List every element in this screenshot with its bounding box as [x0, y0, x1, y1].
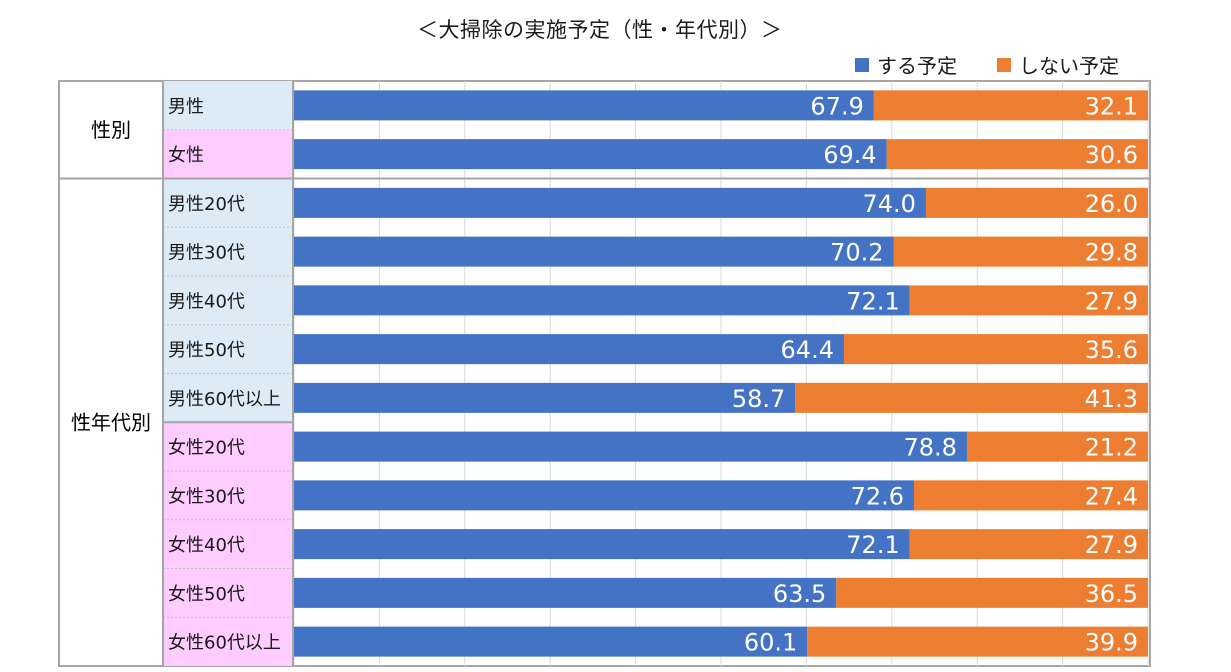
category-bg [163, 81, 293, 130]
data-label-yes: 74.0 [863, 190, 916, 218]
data-label-yes: 67.9 [810, 92, 863, 120]
category-label: 男性50代 [168, 340, 245, 361]
legend-label-no: しない予定 [1019, 54, 1119, 78]
bar-yes [294, 285, 910, 316]
category-label: 女性30代 [168, 486, 245, 507]
category-label: 男性40代 [168, 291, 245, 312]
data-label-no: 27.4 [1085, 482, 1138, 510]
bar-yes [294, 529, 910, 560]
category-bg [163, 178, 293, 228]
legend-swatch-yes [855, 57, 869, 72]
bar-yes [294, 626, 808, 657]
data-label-no: 30.6 [1085, 141, 1138, 169]
legend-item-yes: する予定 [855, 50, 957, 79]
data-label-yes: 70.2 [830, 239, 883, 267]
group-label: 性年代別 [71, 410, 151, 434]
bar-yes [294, 139, 887, 170]
category-bg [163, 129, 293, 179]
data-label-yes: 63.5 [773, 580, 826, 608]
category-label: 男性30代 [168, 243, 245, 264]
data-label-yes: 64.4 [781, 336, 834, 364]
data-label-yes: 72.6 [851, 482, 904, 510]
category-bg [163, 276, 293, 325]
legend-swatch-no [997, 57, 1011, 72]
data-label-yes: 58.7 [732, 385, 785, 413]
data-label-no: 27.9 [1085, 531, 1138, 559]
bar-yes [294, 90, 874, 121]
data-label-no: 21.2 [1085, 434, 1138, 462]
data-label-no: 39.9 [1085, 629, 1138, 657]
category-label: 女性40代 [168, 535, 245, 556]
bar-yes [294, 187, 926, 218]
legend: する予定 しない予定 [855, 50, 1159, 79]
category-label: 女性60代以上 [168, 633, 281, 654]
data-label-no: 29.8 [1085, 239, 1138, 267]
category-bg [163, 519, 293, 569]
bar-no [843, 334, 1148, 365]
bar-no [807, 626, 1148, 657]
category-bg [163, 617, 293, 666]
category-label: 女性50代 [168, 584, 245, 605]
data-label-no: 26.0 [1085, 190, 1138, 218]
bar-yes [294, 236, 894, 267]
legend-item-no: しない予定 [997, 50, 1119, 79]
data-label-no: 41.3 [1085, 385, 1138, 413]
bar-yes [294, 480, 915, 511]
bar-no [795, 382, 1148, 413]
bar-yes [294, 382, 796, 413]
bar-yes [294, 577, 837, 608]
data-label-yes: 69.4 [823, 141, 876, 169]
category-bg [163, 373, 293, 423]
data-label-no: 27.9 [1085, 287, 1138, 315]
data-label-no: 35.6 [1085, 336, 1138, 364]
category-label: 男性 [168, 96, 204, 117]
category-bg [163, 471, 293, 520]
data-label-yes: 60.1 [744, 629, 797, 657]
category-label: 女性20代 [168, 438, 245, 459]
data-label-yes: 78.8 [904, 434, 957, 462]
legend-label-yes: する予定 [877, 54, 957, 78]
category-label: 女性 [168, 145, 204, 166]
category-label: 男性20代 [168, 194, 245, 215]
category-bg [163, 227, 293, 276]
bar-yes [294, 431, 967, 462]
bar-no [966, 431, 1148, 462]
bar-no [925, 187, 1148, 218]
bar-no [836, 577, 1148, 608]
bar-no [893, 236, 1148, 267]
bar-yes [294, 334, 844, 365]
bar-no [909, 529, 1148, 560]
bar-no [909, 285, 1148, 316]
data-label-no: 36.5 [1085, 580, 1138, 608]
category-label: 男性60代以上 [168, 389, 281, 410]
bar-no [886, 139, 1148, 170]
category-bg [163, 422, 293, 471]
group-label: 性別 [91, 118, 131, 142]
category-bg [163, 568, 293, 618]
category-bg [163, 324, 293, 374]
bar-no [914, 480, 1148, 511]
chart-title: ＜大掃除の実施予定（性・年代別）＞ [417, 18, 783, 42]
data-label-yes: 72.1 [846, 531, 899, 559]
data-label-yes: 72.1 [846, 287, 899, 315]
bar-no [873, 90, 1148, 121]
data-label-no: 32.1 [1085, 92, 1138, 120]
